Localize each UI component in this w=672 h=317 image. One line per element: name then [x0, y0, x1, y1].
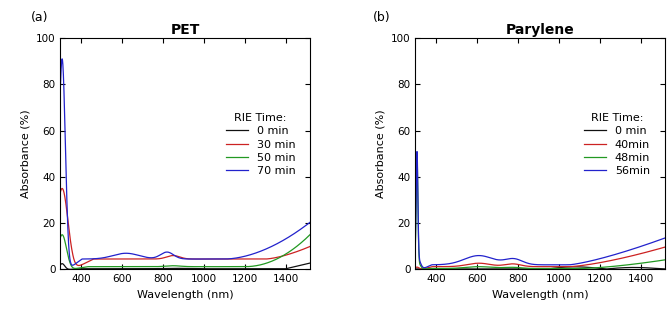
40min — [424, 266, 432, 269]
Y-axis label: Absorbance (%): Absorbance (%) — [376, 109, 385, 198]
50 min — [171, 264, 179, 268]
50 min — [56, 235, 65, 239]
Text: (b): (b) — [373, 11, 390, 24]
0 min — [306, 261, 314, 265]
0 min — [299, 263, 307, 267]
50 min — [178, 264, 186, 268]
40min — [533, 265, 541, 268]
0 min — [661, 267, 669, 271]
0 min — [608, 267, 616, 270]
56min — [533, 263, 541, 267]
48min — [424, 267, 432, 270]
0 min — [424, 267, 432, 271]
40min — [654, 247, 662, 251]
50 min — [69, 266, 77, 270]
48min — [411, 244, 419, 248]
40min — [526, 265, 534, 268]
30 min — [306, 244, 314, 248]
30 min — [58, 187, 66, 191]
0 min — [411, 267, 419, 271]
48min — [533, 267, 541, 270]
56min — [424, 264, 432, 268]
Line: 70 min: 70 min — [60, 59, 310, 265]
50 min — [299, 239, 307, 243]
56min — [655, 238, 663, 242]
0 min — [654, 267, 662, 270]
48min — [654, 259, 662, 263]
70 min — [178, 257, 186, 261]
48min — [661, 258, 669, 262]
0 min — [56, 263, 65, 267]
70 min — [299, 225, 307, 229]
70 min — [69, 263, 77, 267]
50 min — [253, 263, 261, 267]
X-axis label: Wavelength (nm): Wavelength (nm) — [137, 290, 234, 300]
56min — [608, 253, 616, 257]
56min — [654, 239, 662, 243]
56min — [413, 150, 421, 153]
Line: 48min: 48min — [415, 156, 665, 269]
56min — [661, 236, 669, 240]
30 min — [75, 263, 83, 267]
56min — [420, 266, 428, 269]
Line: 50 min: 50 min — [60, 234, 310, 268]
40min — [411, 266, 419, 270]
Line: 40min: 40min — [415, 247, 665, 269]
70 min — [253, 250, 261, 254]
0 min — [571, 265, 579, 269]
70 min — [56, 83, 65, 87]
0 min — [69, 267, 77, 271]
0 min — [533, 267, 541, 271]
50 min — [71, 267, 79, 270]
48min — [421, 267, 429, 271]
0 min — [66, 268, 74, 271]
48min — [413, 154, 421, 158]
30 min — [69, 255, 77, 259]
30 min — [171, 254, 179, 258]
Title: PET: PET — [171, 23, 200, 37]
Line: 0 min: 0 min — [60, 263, 310, 269]
0 min — [253, 267, 261, 271]
30 min — [299, 247, 307, 251]
56min — [411, 241, 419, 244]
30 min — [253, 257, 261, 261]
Line: 30 min: 30 min — [60, 189, 310, 265]
70 min — [306, 220, 314, 224]
50 min — [299, 239, 307, 243]
0 min — [299, 263, 307, 267]
30 min — [56, 190, 65, 194]
0 min — [526, 267, 534, 271]
40min — [608, 258, 616, 262]
30 min — [178, 256, 186, 260]
70 min — [171, 254, 179, 258]
70 min — [69, 263, 77, 267]
70 min — [58, 57, 66, 61]
Legend: 0 min, 40min, 48min, 56min: 0 min, 40min, 48min, 56min — [579, 108, 655, 181]
0 min — [178, 267, 186, 270]
70 min — [299, 225, 307, 229]
Line: 0 min: 0 min — [415, 267, 665, 269]
Y-axis label: Absorbance (%): Absorbance (%) — [20, 109, 30, 198]
Text: (a): (a) — [30, 11, 48, 24]
40min — [417, 267, 425, 271]
Line: 56min: 56min — [415, 152, 665, 268]
0 min — [654, 267, 662, 270]
50 min — [306, 232, 314, 236]
48min — [655, 259, 663, 263]
48min — [526, 267, 534, 270]
Legend: 0 min, 30 min, 50 min, 70 min: 0 min, 30 min, 50 min, 70 min — [221, 108, 300, 181]
Title: Parylene: Parylene — [506, 23, 575, 37]
56min — [526, 262, 534, 266]
40min — [654, 247, 662, 251]
48min — [608, 265, 616, 268]
30 min — [299, 247, 307, 251]
0 min — [171, 266, 179, 270]
X-axis label: Wavelength (nm): Wavelength (nm) — [492, 290, 589, 300]
40min — [661, 245, 669, 249]
